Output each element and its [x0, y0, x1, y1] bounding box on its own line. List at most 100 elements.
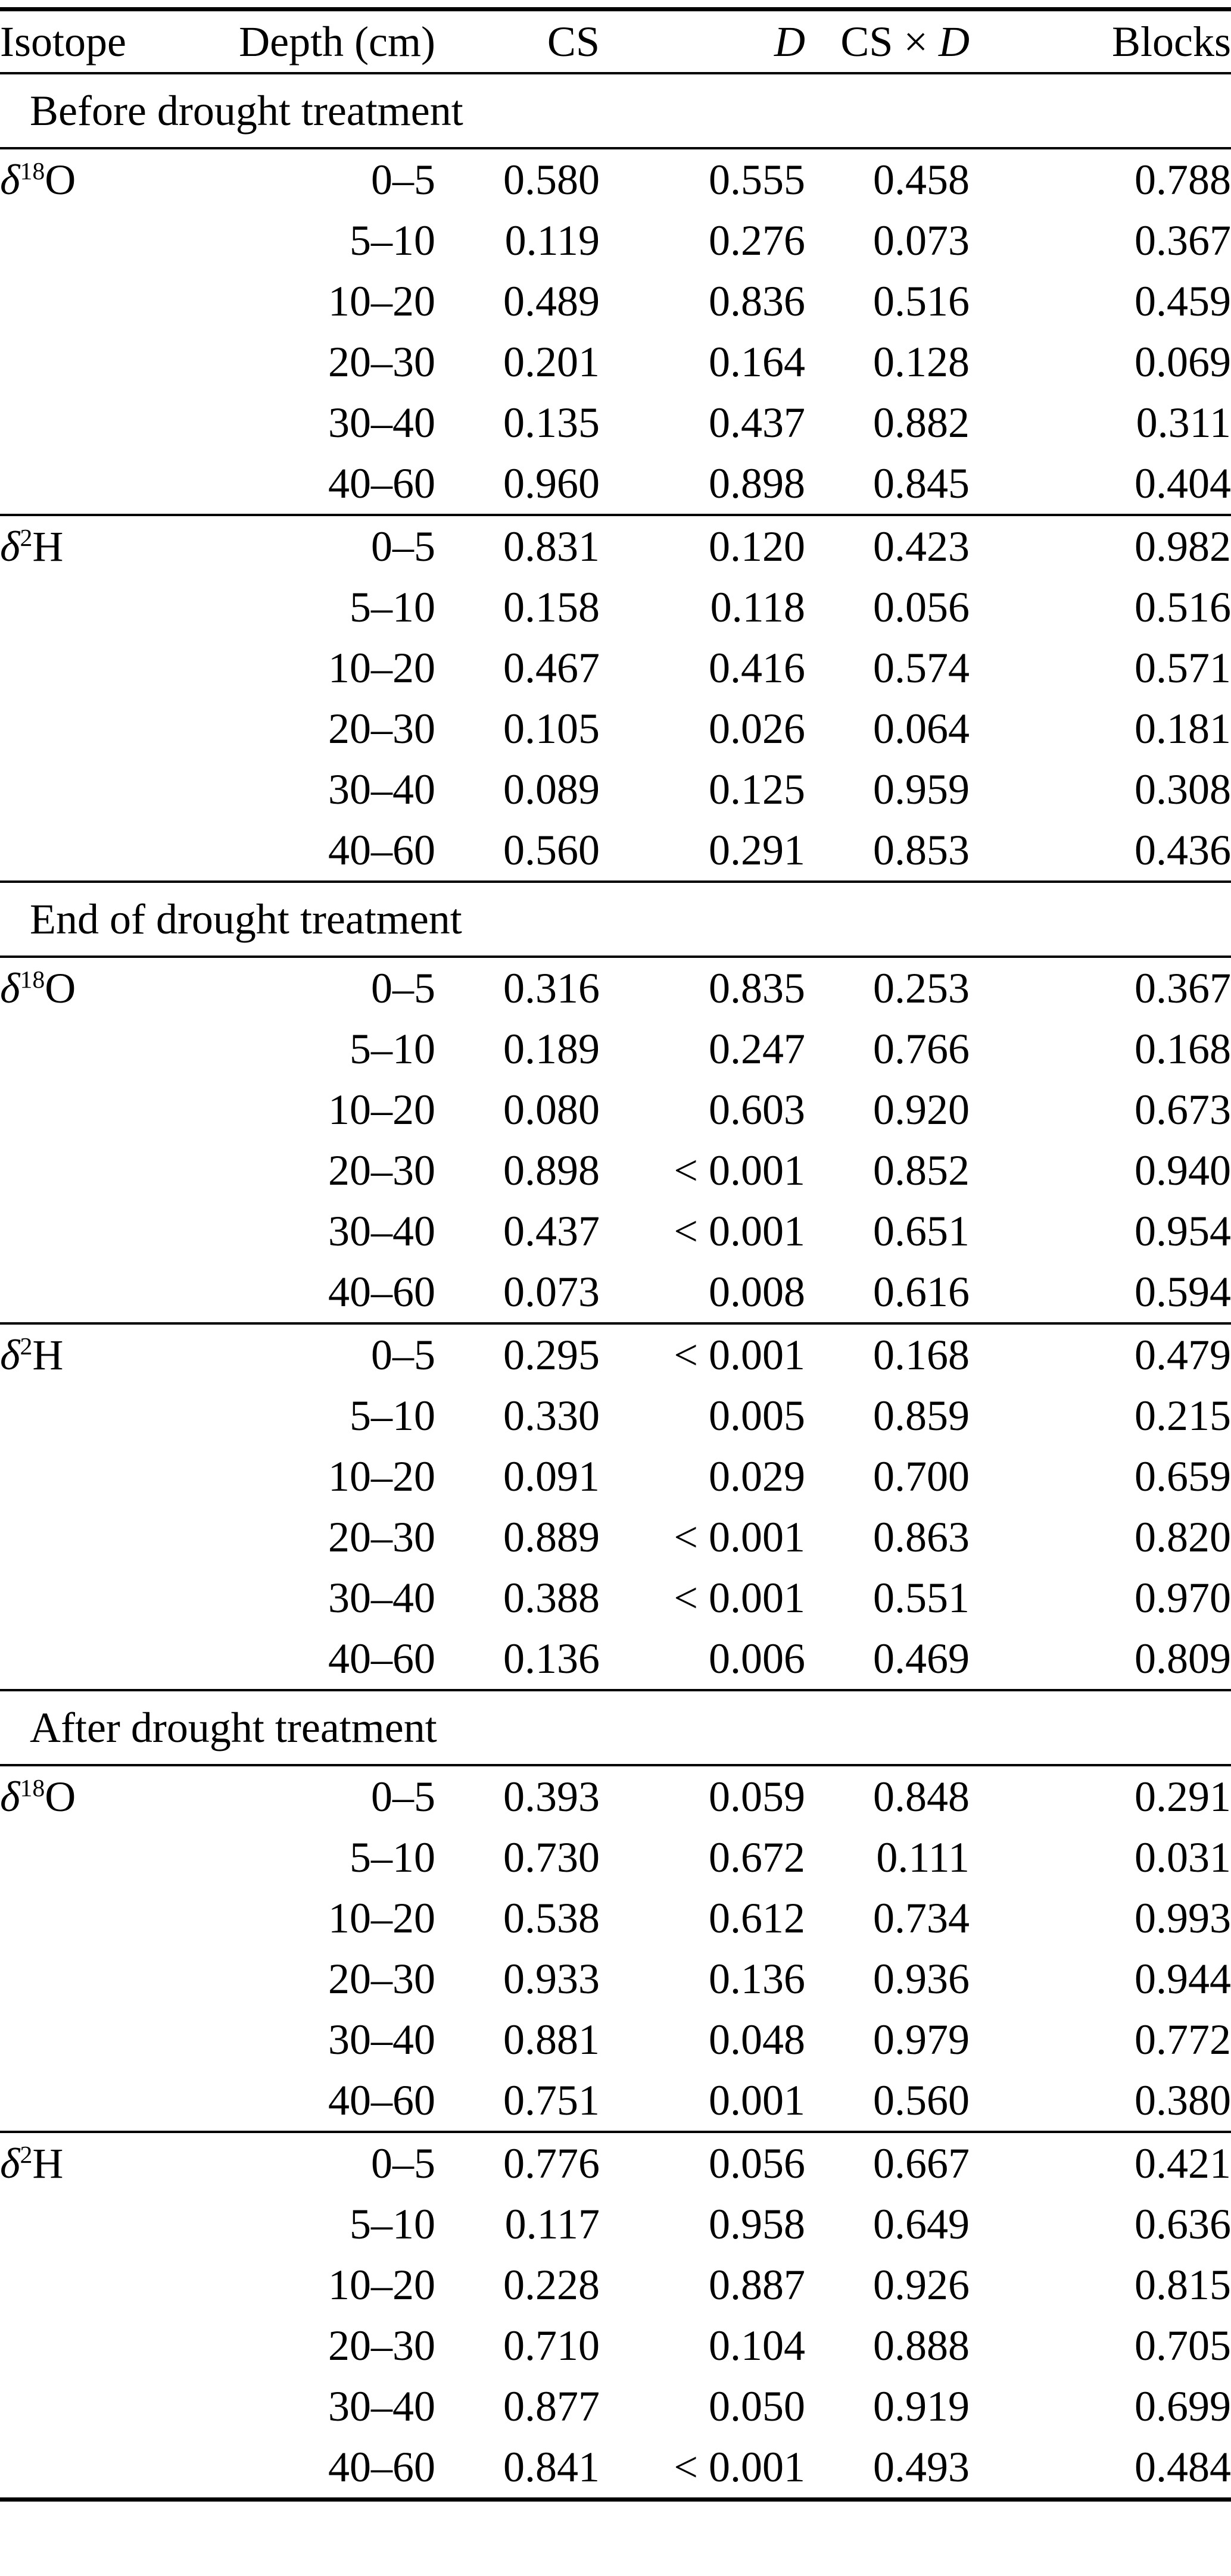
blocks-value-cell: 0.311 [1136, 399, 1231, 446]
d-value-cell: < 0.001 [674, 1574, 805, 1622]
isotope-element: O [45, 964, 76, 1012]
isotope-cell-empty [0, 1888, 179, 1949]
blocks-value-cell: 0.367 [1135, 217, 1231, 264]
table-row: 30–40 0.089 0.125 0.959 0.308 [0, 759, 1231, 820]
table-body: Before drought treatment δ18O 0–5 0.580 0.55… [0, 73, 1231, 2500]
isotope-label: δ18O [0, 1765, 179, 1827]
cs-value-cell: 0.710 [503, 2322, 600, 2369]
isotope-label: δ2H [0, 515, 179, 577]
isotope-mass-number: 2 [20, 1333, 33, 1360]
csd-value-cell: 0.920 [873, 1086, 970, 1134]
isotope-cell-empty [0, 332, 179, 392]
table-row: δ18O 0–5 0.580 0.555 0.458 0.788 [0, 148, 1231, 210]
isotope-element: O [45, 1773, 76, 1821]
math-variable: D [939, 18, 970, 65]
isotope-cell-empty [0, 2255, 179, 2315]
isotope-symbol: δ [0, 523, 20, 570]
table-row: 40–60 0.960 0.898 0.845 0.404 [0, 453, 1231, 515]
depth-cell: 40–60 [328, 826, 435, 874]
d-value-cell: < 0.001 [674, 1513, 805, 1561]
blocks-value-cell: 0.421 [1135, 2140, 1231, 2187]
depth-cell: 0–5 [371, 964, 435, 1012]
depth-cell: 0–5 [371, 2140, 435, 2187]
isotope-cell-empty [0, 2070, 179, 2132]
table-row: 40–60 0.073 0.008 0.616 0.594 [0, 1262, 1231, 1323]
blocks-value-cell: 0.815 [1135, 2261, 1231, 2309]
depth-cell: 10–20 [328, 2261, 435, 2309]
d-value-cell: 0.050 [709, 2383, 805, 2430]
table-row: 5–10 0.330 0.005 0.859 0.215 [0, 1385, 1231, 1446]
d-value-cell: 0.026 [709, 705, 805, 752]
cs-value-cell: 0.136 [503, 1635, 600, 1682]
isotope-cell-empty [0, 698, 179, 759]
table-row: 30–40 0.135 0.437 0.882 0.311 [0, 392, 1231, 453]
section-title-row: Before drought treatment [0, 73, 1231, 148]
cs-value-cell: 0.105 [503, 705, 600, 752]
depth-cell: 30–40 [328, 2383, 435, 2430]
blocks-value-cell: 0.705 [1135, 2322, 1231, 2369]
statistics-table-page: Isotope Depth (cm) CS D CS × D Blocks Before … [0, 7, 1231, 2502]
isotope-cell-empty [0, 392, 179, 453]
isotope-cell-empty [0, 1079, 179, 1140]
isotope-cell-empty [0, 759, 179, 820]
csd-value-cell: 0.469 [873, 1635, 970, 1682]
d-value-cell: 0.125 [709, 766, 805, 813]
table-row: 40–60 0.841 < 0.001 0.493 0.484 [0, 2437, 1231, 2500]
csd-value-cell: 0.064 [873, 705, 970, 752]
header-row: Isotope Depth (cm) CS D CS × D Blocks [0, 10, 1231, 74]
table-row: 30–40 0.877 0.050 0.919 0.699 [0, 2376, 1231, 2437]
depth-cell: 5–10 [350, 583, 435, 631]
d-value-cell: 0.164 [709, 338, 805, 386]
table-row: δ2H 0–5 0.776 0.056 0.667 0.421 [0, 2132, 1231, 2194]
d-value-cell: < 0.001 [674, 2443, 805, 2491]
depth-cell: 5–10 [350, 1834, 435, 1881]
cs-value-cell: 0.467 [503, 644, 600, 692]
d-value-cell: 0.836 [709, 277, 805, 325]
isotope-cell-empty [0, 1507, 179, 1568]
blocks-value-cell: 0.367 [1135, 964, 1231, 1012]
cs-value-cell: 0.881 [503, 2016, 600, 2063]
csd-value-cell: 0.919 [873, 2383, 970, 2430]
isotope-mass-number: 2 [20, 2141, 33, 2169]
csd-value-cell: 0.700 [873, 1453, 970, 1500]
cs-value-cell: 0.776 [503, 2140, 600, 2187]
isotope-cell-empty [0, 1949, 179, 2009]
isotope-mass-number: 2 [20, 524, 33, 552]
csd-value-cell: 0.493 [873, 2443, 970, 2491]
depth-cell: 30–40 [328, 1207, 435, 1255]
table-header: Isotope Depth (cm) CS D CS × D Blocks [0, 10, 1231, 74]
blocks-value-cell: 0.944 [1135, 1955, 1231, 2003]
table-row: 30–40 0.881 0.048 0.979 0.772 [0, 2009, 1231, 2070]
depth-cell: 10–20 [328, 277, 435, 325]
d-value-cell: 0.555 [709, 156, 805, 204]
cs-value-cell: 0.580 [503, 156, 600, 204]
table-row: 20–30 0.933 0.136 0.936 0.944 [0, 1949, 1231, 2009]
table-row: 10–20 0.091 0.029 0.700 0.659 [0, 1446, 1231, 1507]
blocks-value-cell: 0.436 [1135, 826, 1231, 874]
d-value-cell: 0.001 [709, 2077, 805, 2124]
d-value-cell: 0.008 [709, 1268, 805, 1316]
table-row: 40–60 0.136 0.006 0.469 0.809 [0, 1628, 1231, 1690]
blocks-value-cell: 0.788 [1135, 156, 1231, 204]
d-value-cell: < 0.001 [674, 1147, 805, 1194]
csd-value-cell: 0.667 [873, 2140, 970, 2187]
d-value-cell: 0.104 [709, 2322, 805, 2369]
column-header-csd: CS × D [805, 10, 970, 74]
blocks-value-cell: 0.380 [1135, 2077, 1231, 2124]
table-row: 20–30 0.889 < 0.001 0.863 0.820 [0, 1507, 1231, 1568]
depth-cell: 10–20 [328, 644, 435, 692]
depth-cell: 40–60 [328, 2077, 435, 2124]
isotope-mass-number: 18 [20, 158, 45, 185]
cs-value-cell: 0.489 [503, 277, 600, 325]
table-row: δ18O 0–5 0.316 0.835 0.253 0.367 [0, 957, 1231, 1019]
isotope-symbol: δ [0, 156, 20, 204]
isotope-label: δ2H [0, 1323, 179, 1385]
depth-cell: 5–10 [350, 217, 435, 264]
depth-cell: 20–30 [328, 2322, 435, 2369]
section-title-row: End of drought treatment [0, 882, 1231, 957]
blocks-value-cell: 0.484 [1135, 2443, 1231, 2491]
table-row: 5–10 0.189 0.247 0.766 0.168 [0, 1019, 1231, 1079]
blocks-value-cell: 0.659 [1135, 1453, 1231, 1500]
table-row: 30–40 0.437 < 0.001 0.651 0.954 [0, 1201, 1231, 1262]
section-title: End of drought treatment [30, 895, 462, 943]
